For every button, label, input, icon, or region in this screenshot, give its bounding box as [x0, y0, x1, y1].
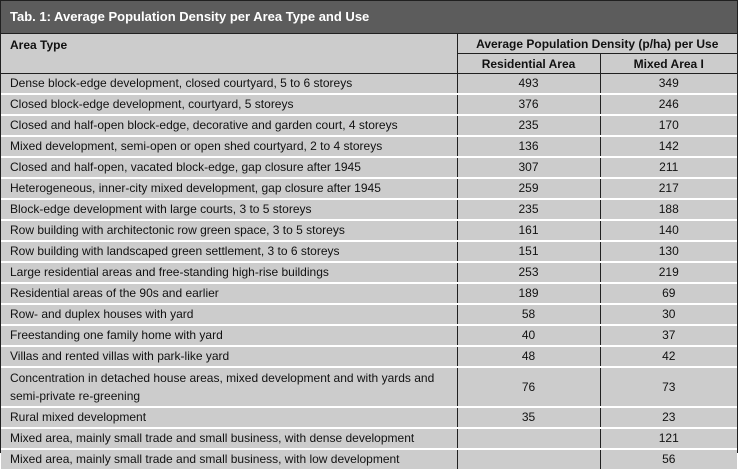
area-type-cell: Dense block-edge development, closed cou…	[1, 74, 457, 95]
mixed-value: 30	[600, 304, 737, 325]
mixed-value: 140	[600, 220, 737, 241]
header-density-group: Average Population Density (p/ha) per Us…	[457, 34, 737, 54]
mixed-value: 42	[600, 346, 737, 367]
table-body: Dense block-edge development, closed cou…	[1, 74, 737, 469]
residential-value	[457, 428, 600, 449]
area-type-cell: Residential areas of the 90s and earlier	[1, 283, 457, 304]
area-type-cell: Freestanding one family home with yard	[1, 325, 457, 346]
mixed-value: 121	[600, 428, 737, 449]
table-row: Mixed area, mainly small trade and small…	[1, 428, 737, 449]
area-type-cell: Rural mixed development	[1, 407, 457, 428]
area-type-cell: Closed and half-open block-edge, decorat…	[1, 115, 457, 136]
density-table: Area Type Average Population Density (p/…	[1, 34, 737, 469]
table-row: Row building with architectonic row gree…	[1, 220, 737, 241]
table-row: Heterogeneous, inner-city mixed developm…	[1, 178, 737, 199]
table-row: Closed block-edge development, courtyard…	[1, 94, 737, 115]
residential-value: 136	[457, 136, 600, 157]
header-area-type: Area Type	[1, 34, 457, 74]
mixed-value: 69	[600, 283, 737, 304]
table-row: Large residential areas and free-standin…	[1, 262, 737, 283]
mixed-value: 170	[600, 115, 737, 136]
mixed-value: 142	[600, 136, 737, 157]
residential-value: 189	[457, 283, 600, 304]
area-type-cell: Block-edge development with large courts…	[1, 199, 457, 220]
area-type-cell: Closed block-edge development, courtyard…	[1, 94, 457, 115]
mixed-value: 188	[600, 199, 737, 220]
residential-value: 161	[457, 220, 600, 241]
residential-value: 259	[457, 178, 600, 199]
residential-value: 35	[457, 407, 600, 428]
table-row: Concentration in detached house areas, m…	[1, 367, 737, 407]
area-type-cell: Heterogeneous, inner-city mixed developm…	[1, 178, 457, 199]
header-mixed-area: Mixed Area I	[600, 54, 737, 74]
mixed-value: 217	[600, 178, 737, 199]
residential-value: 307	[457, 157, 600, 178]
residential-value: 235	[457, 115, 600, 136]
table-row: Closed and half-open, vacated block-edge…	[1, 157, 737, 178]
area-type-cell: Row building with landscaped green settl…	[1, 241, 457, 262]
mixed-value: 130	[600, 241, 737, 262]
area-type-cell: Row building with architectonic row gree…	[1, 220, 457, 241]
residential-value: 376	[457, 94, 600, 115]
mixed-value: 219	[600, 262, 737, 283]
mixed-value: 23	[600, 407, 737, 428]
residential-value: 493	[457, 74, 600, 95]
area-type-cell: Row- and duplex houses with yard	[1, 304, 457, 325]
mixed-value: 73	[600, 367, 737, 407]
table-row: Mixed development, semi-open or open she…	[1, 136, 737, 157]
residential-value: 151	[457, 241, 600, 262]
table-row: Row building with landscaped green settl…	[1, 241, 737, 262]
area-type-cell: Mixed development, semi-open or open she…	[1, 136, 457, 157]
area-type-cell: Concentration in detached house areas, m…	[1, 367, 457, 407]
mixed-value: 56	[600, 449, 737, 469]
area-type-cell: Closed and half-open, vacated block-edge…	[1, 157, 457, 178]
residential-value: 235	[457, 199, 600, 220]
density-table-frame: Tab. 1: Average Population Density per A…	[0, 0, 738, 453]
table-row: Closed and half-open block-edge, decorat…	[1, 115, 737, 136]
mixed-value: 349	[600, 74, 737, 95]
mixed-value: 211	[600, 157, 737, 178]
area-type-cell: Mixed area, mainly small trade and small…	[1, 449, 457, 469]
area-type-cell: Mixed area, mainly small trade and small…	[1, 428, 457, 449]
table-row: Villas and rented villas with park-like …	[1, 346, 737, 367]
mixed-value: 246	[600, 94, 737, 115]
residential-value: 40	[457, 325, 600, 346]
table-row: Mixed area, mainly small trade and small…	[1, 449, 737, 469]
residential-value: 48	[457, 346, 600, 367]
area-type-cell: Villas and rented villas with park-like …	[1, 346, 457, 367]
residential-value: 58	[457, 304, 600, 325]
residential-value: 76	[457, 367, 600, 407]
residential-value: 253	[457, 262, 600, 283]
residential-value	[457, 449, 600, 469]
mixed-value: 37	[600, 325, 737, 346]
header-residential-area: Residential Area	[457, 54, 600, 74]
area-type-cell: Large residential areas and free-standin…	[1, 262, 457, 283]
table-row: Block-edge development with large courts…	[1, 199, 737, 220]
table-row: Dense block-edge development, closed cou…	[1, 74, 737, 95]
table-title: Tab. 1: Average Population Density per A…	[1, 1, 737, 34]
table-row: Residential areas of the 90s and earlier…	[1, 283, 737, 304]
